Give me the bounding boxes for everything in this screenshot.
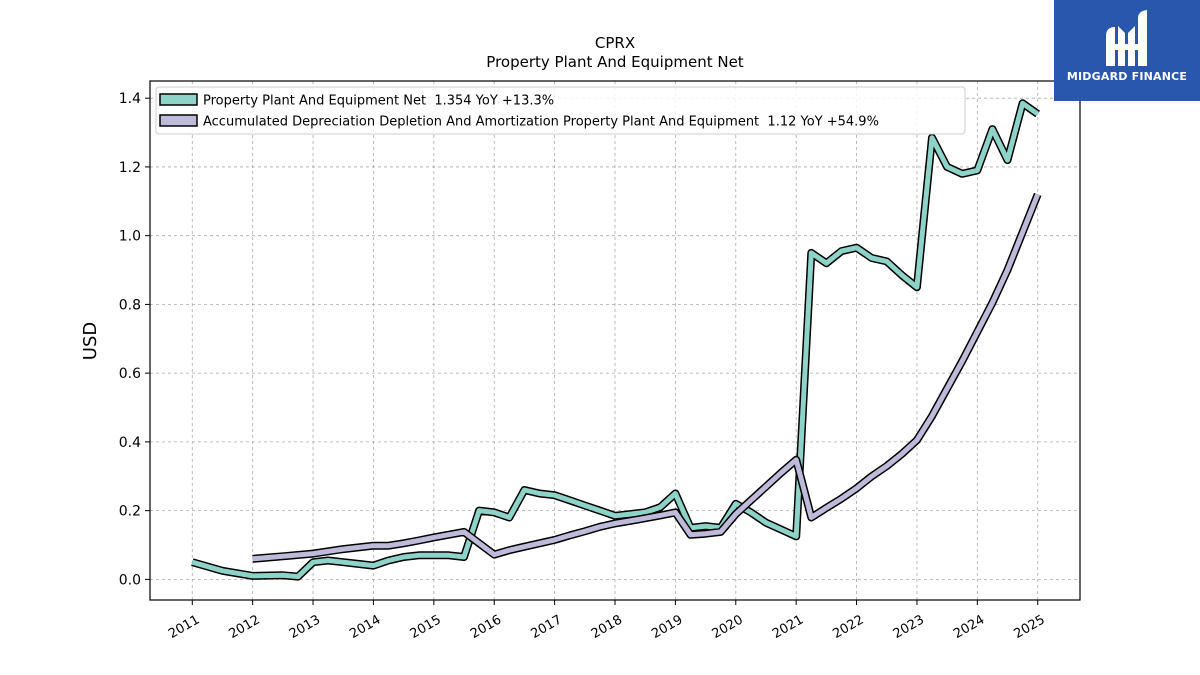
y-tick-label: 0.4: [119, 435, 141, 451]
chart-title: CPRX: [595, 34, 635, 52]
x-tick-label: 2016: [468, 612, 504, 642]
legend-label-ppe-net: Property Plant And Equipment Net 1.354 Y…: [203, 94, 554, 109]
x-tick-label: 2024: [951, 612, 987, 642]
x-tick-label: 2011: [166, 612, 202, 642]
logo-text: MIDGARD FINANCE: [1066, 70, 1188, 83]
y-tick-label: 0.6: [119, 366, 141, 382]
series-line-accumulated-depreciation: [252, 193, 1041, 562]
legend-swatch-accumulated-depreciation: [159, 114, 198, 127]
y-tick-label: 0.8: [119, 297, 141, 313]
y-tick-label: 1.0: [119, 229, 141, 245]
logo-icon: [1106, 10, 1147, 66]
x-tick-label: 2021: [770, 612, 806, 642]
legend-label-accumulated-depreciation: Accumulated Depreciation Depletion And A…: [203, 115, 879, 130]
series-layer: [191, 99, 1042, 581]
y-axis: 0.0 0.2 0.4 0.6 0.8 1.0 1.2 1.4: [119, 91, 150, 588]
chart-subtitle: Property Plant And Equipment Net: [486, 53, 743, 71]
x-tick-label: 2022: [830, 612, 866, 642]
x-tick-label: 2023: [891, 612, 927, 642]
x-tick-label: 2025: [1012, 612, 1048, 642]
y-tick-label: 1.2: [119, 160, 141, 176]
y-tick-label: 0.0: [119, 572, 141, 588]
x-tick-label: 2017: [528, 612, 564, 642]
midgard-finance-logo: MIDGARD FINANCE: [1054, 0, 1200, 101]
x-tick-label: 2020: [710, 612, 746, 642]
x-tick-label: 2012: [227, 612, 263, 642]
y-tick-label: 0.2: [119, 504, 141, 520]
y-axis-label: USD: [80, 322, 101, 360]
legend: Property Plant And Equipment Net 1.354 Y…: [155, 86, 966, 135]
y-tick-label: 1.4: [119, 91, 141, 107]
x-axis: 2011 2012 2013 2014 2015 2016 2017 2018 2019 2020…: [166, 600, 1048, 642]
x-tick-label: 2014: [347, 612, 383, 642]
legend-box: [155, 86, 966, 135]
legend-swatch-ppe-net: [159, 93, 198, 106]
x-tick-label: 2013: [287, 612, 323, 642]
x-tick-label: 2015: [408, 612, 444, 642]
series-line-ppe-net: [191, 100, 1040, 580]
x-tick-label: 2019: [649, 612, 685, 642]
x-tick-label: 2018: [589, 612, 625, 642]
